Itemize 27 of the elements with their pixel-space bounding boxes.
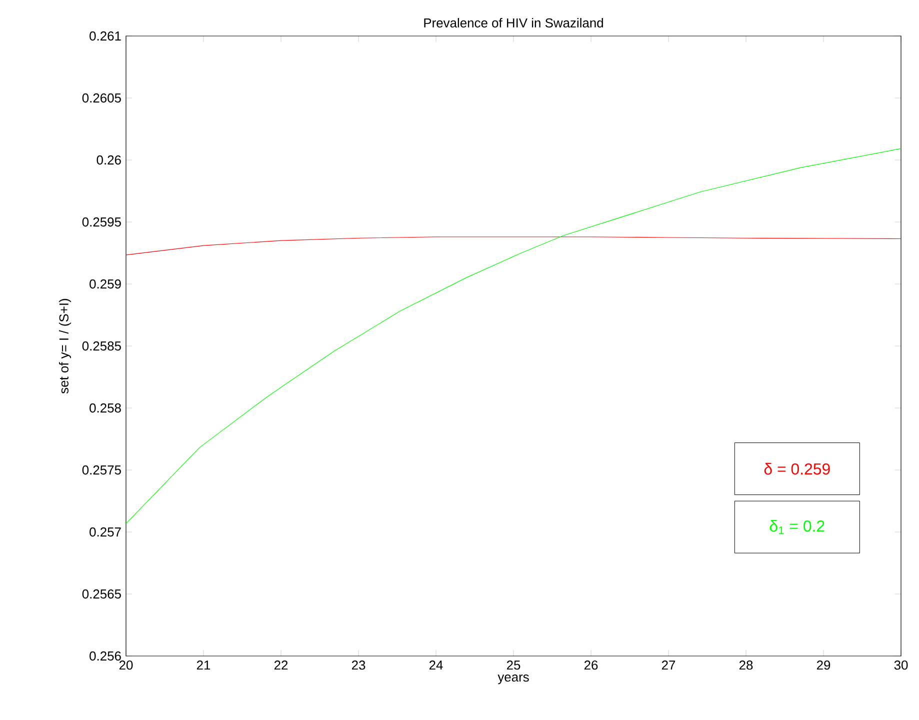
x-tick-label: 25: [506, 660, 520, 670]
x-tick-label: 27: [662, 660, 676, 670]
x-tick-label: 23: [352, 660, 366, 670]
y-tick-label: 0.257: [90, 527, 121, 537]
y-tick-label: 0.26: [96, 155, 121, 165]
y-tick-label: 0.258: [90, 403, 121, 413]
x-tick-label: 22: [274, 660, 288, 670]
y-tick-label: 0.2605: [82, 93, 121, 103]
x-tick-label: 30: [894, 660, 908, 670]
x-tick-label: 20: [119, 660, 133, 670]
x-tick-label: 24: [429, 660, 443, 670]
y-tick-label: 0.2575: [82, 465, 121, 475]
y-axis-title: set of y= I / (S+I): [58, 298, 72, 394]
text: δ = 0.259: [764, 462, 830, 475]
x-axis-title: years: [498, 674, 529, 684]
y-tick-label: 0.2585: [82, 341, 121, 351]
x-tick-label: 21: [196, 660, 210, 670]
y-tick-label: 0.259: [90, 279, 121, 289]
x-tick-label: 28: [739, 660, 753, 670]
x-tick-label: 29: [816, 660, 830, 670]
y-tick-label: 0.261: [90, 31, 121, 41]
x-tick-label: 26: [584, 660, 598, 670]
y-tick-label: 0.2595: [82, 217, 121, 227]
chart-title: Prevalence of HIV in Swaziland: [424, 18, 603, 28]
text: δ$_{1}$ = 0.2: [770, 520, 824, 534]
y-tick-label: 0.256: [90, 651, 121, 661]
y-tick-label: 0.2565: [82, 589, 121, 599]
